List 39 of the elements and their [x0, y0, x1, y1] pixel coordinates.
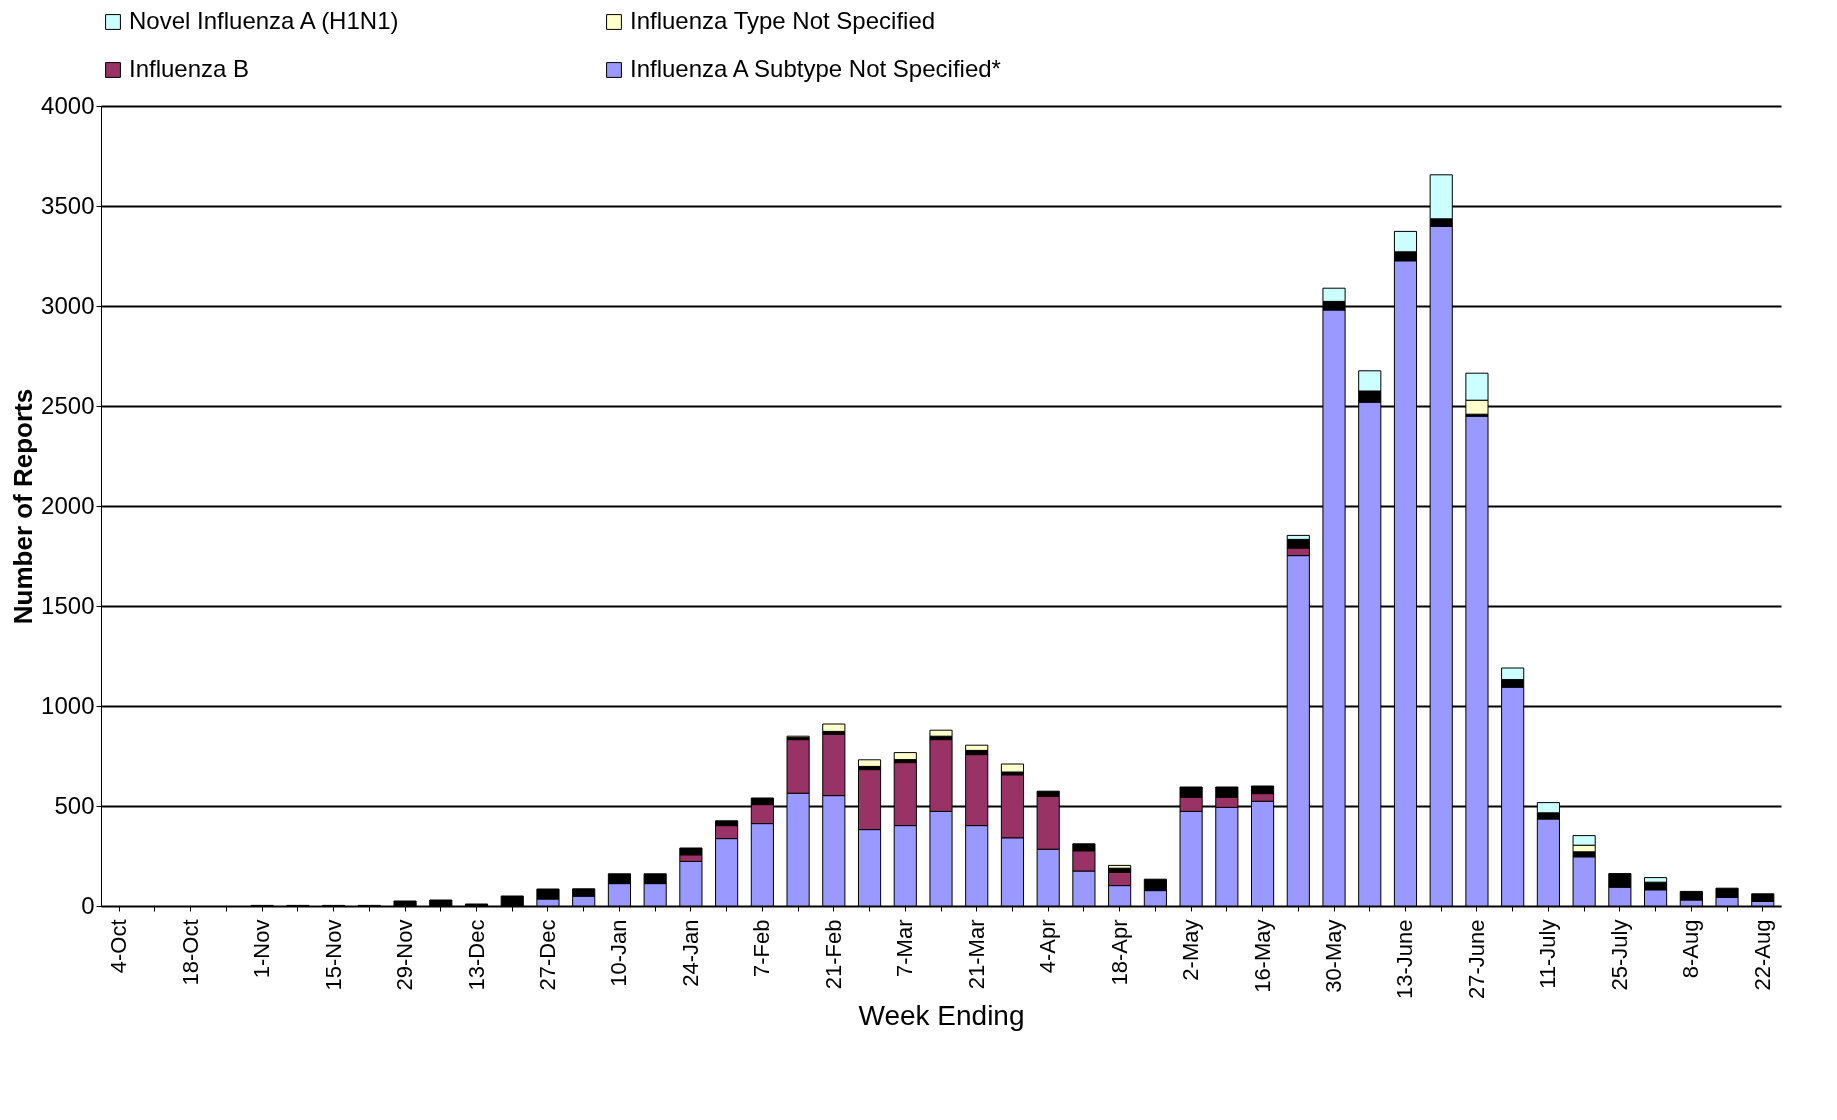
y-tick-label: 0 — [81, 891, 95, 919]
x-tick-label: 7-Mar — [892, 919, 918, 977]
legend-label: Novel Influenza A (H1N1) — [129, 7, 399, 34]
y-tick-label: 1000 — [41, 691, 95, 719]
y-tick-label: 500 — [54, 791, 95, 819]
x-tick-label: 10-Jan — [606, 919, 632, 987]
y-tick-label: 2500 — [41, 391, 95, 419]
x-tick-label: 15-Nov — [320, 919, 346, 991]
x-tick-label: 8-Aug — [1678, 919, 1704, 979]
y-axis-title: Number of Reports — [8, 388, 39, 625]
x-tick-label: 13-Dec — [463, 919, 489, 991]
x-tick-label: 13-June — [1392, 919, 1418, 1000]
x-tick-label: 24-Jan — [677, 919, 703, 987]
y-tick-label: 3000 — [41, 291, 95, 319]
x-tick-label: 18-Oct — [177, 919, 203, 986]
x-tick-label: 16-May — [1249, 919, 1275, 993]
x-tick-label: 18-Apr — [1106, 919, 1132, 986]
x-tick-label: 29-Nov — [392, 919, 418, 991]
y-tick-label: 4000 — [41, 91, 95, 119]
x-tick-label: 21-Mar — [963, 919, 989, 990]
x-tick-label: 21-Feb — [820, 919, 846, 990]
x-tick-label: 4-Oct — [106, 919, 132, 974]
x-tick-label: 30-May — [1321, 919, 1347, 993]
legend-label: Influenza A Subtype Not Specified* — [630, 55, 1001, 82]
legend-label: Influenza B — [129, 55, 250, 82]
x-tick-label: 11-July — [1535, 919, 1561, 989]
x-tick-label: 7-Feb — [749, 919, 775, 977]
x-tick-label: 25-July — [1606, 919, 1632, 991]
x-tick-label: 2-May — [1178, 919, 1204, 981]
x-tick-label: 1-Nov — [249, 919, 275, 979]
legend-label: Influenza Type Not Specified — [630, 7, 936, 34]
x-tick-label: 4-Apr — [1035, 919, 1061, 974]
y-tick-label: 3500 — [41, 191, 95, 219]
y-tick-label: 2000 — [41, 491, 95, 519]
y-tick-label: 1500 — [41, 591, 95, 619]
x-tick-label: 27-Dec — [534, 919, 560, 991]
x-tick-label: 27-June — [1463, 919, 1489, 1000]
x-axis-title: Week Ending — [858, 1000, 1025, 1031]
x-tick-label: 22-Aug — [1749, 919, 1775, 991]
